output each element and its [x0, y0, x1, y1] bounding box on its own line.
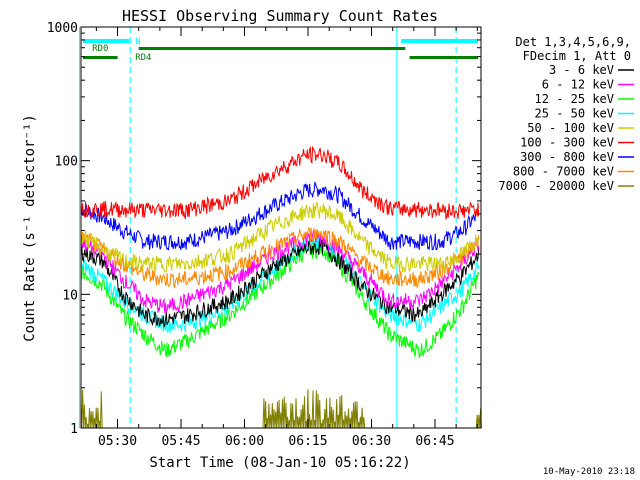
rd0-bar	[138, 47, 406, 50]
plot-area: N RD0 RD4	[78, 27, 482, 429]
timestamp: 10-May-2010 23:18	[543, 467, 635, 477]
n-bar-left	[83, 39, 130, 43]
x-tick-label: 06:00	[225, 434, 264, 449]
series-line-1	[80, 229, 480, 314]
y-tick-label: 10	[62, 288, 78, 303]
rd4-bar-left	[83, 56, 118, 59]
legend-label-3: 25 - 50 keV	[535, 107, 614, 121]
rd4-bar-right	[409, 56, 478, 59]
legend-label-5: 100 - 300 keV	[520, 136, 614, 150]
series-line-5	[80, 145, 480, 221]
chart-title: HESSI Observing Summary Count Rates	[122, 7, 438, 25]
legend-label-6: 300 - 800 keV	[520, 150, 614, 164]
x-tick-label: 05:45	[161, 434, 200, 449]
y-tick-label: 1000	[47, 21, 78, 36]
legend-label-0: 3 - 6 keV	[549, 63, 614, 77]
legend-label-4: 50 - 100 keV	[527, 121, 614, 135]
y-tick-label: 1	[70, 422, 78, 437]
n-label: N	[135, 37, 140, 47]
legend-header-0: Det 1,3,4,5,6,9,	[515, 35, 631, 49]
series-line-6	[80, 181, 479, 252]
axes: 1 10 100 1000 05:30 05:45 06:00 06:15 06:30 06:45	[47, 21, 482, 449]
series-line-4	[80, 201, 480, 274]
x-axis-label: Start Time (08-Jan-10 05:16:22)	[149, 455, 410, 471]
rd0-label: RD0	[92, 44, 108, 54]
legend-label-2: 12 - 25 keV	[535, 92, 614, 106]
legend-label-8: 7000 - 20000 keV	[498, 179, 614, 193]
rd4-label: RD4	[135, 53, 151, 63]
plot-frame	[80, 26, 482, 429]
legend-label-7: 800 - 7000 keV	[513, 165, 614, 179]
n-bar-right	[401, 39, 478, 43]
x-tick-label: 06:15	[288, 434, 327, 449]
y-axis-label: Count Rate (s⁻¹ detector⁻¹)	[22, 114, 38, 342]
legend: Det 1,3,4,5,6,9,FDecim 1, Att 03 - 6 keV…	[498, 35, 634, 193]
legend-header-1: FDecim 1, Att 0	[523, 49, 631, 63]
y-tick-label: 100	[55, 155, 78, 170]
series-line-7	[80, 226, 480, 289]
x-tick-label: 05:30	[98, 434, 137, 449]
series-line-0	[80, 238, 480, 328]
legend-label-1: 6 - 12 keV	[542, 78, 614, 92]
x-tick-label: 06:45	[415, 434, 454, 449]
x-tick-label: 06:30	[352, 434, 391, 449]
